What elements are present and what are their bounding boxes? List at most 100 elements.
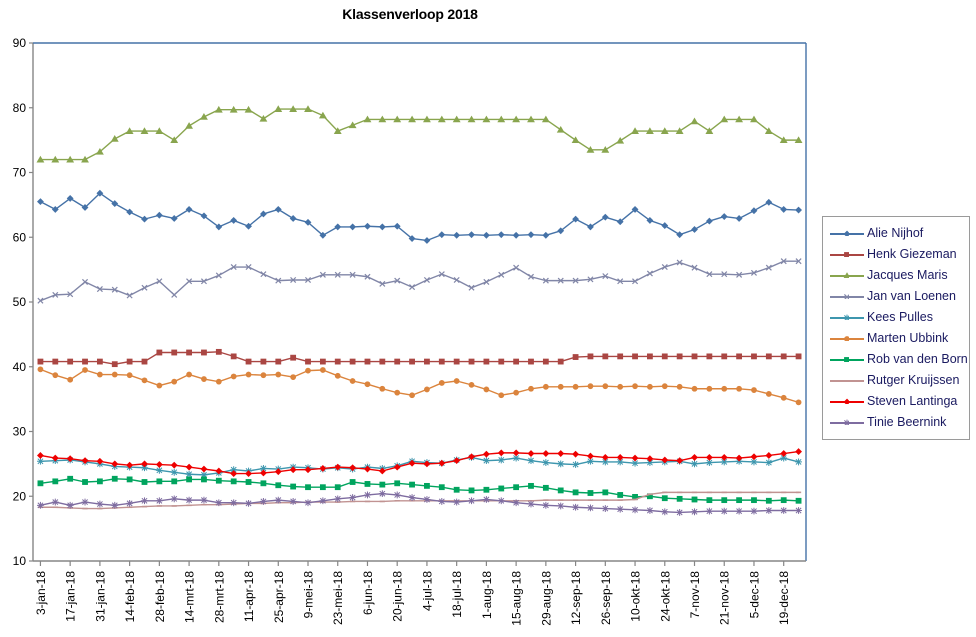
chart-title: Klassenverloop 2018 [342, 6, 478, 22]
data-point-marker [468, 231, 475, 239]
data-point-marker [617, 353, 624, 360]
data-point-marker [512, 449, 520, 457]
data-point-marker [274, 468, 282, 476]
series-line [39, 456, 800, 476]
legend-item-henk-giezeman[interactable]: Henk Giezeman [827, 244, 965, 265]
data-point-marker [156, 349, 163, 356]
data-point-marker [289, 466, 297, 474]
data-point-marker [602, 273, 609, 280]
y-axis-tick-label: 70 [13, 166, 27, 180]
data-point-marker [275, 482, 282, 489]
data-point-marker [364, 222, 371, 230]
data-point-marker [66, 455, 74, 463]
data-point-marker [646, 216, 654, 224]
data-point-marker [706, 353, 713, 360]
data-point-marker [394, 277, 401, 284]
data-point-marker [557, 487, 564, 494]
data-point-marker [155, 466, 163, 474]
data-point-marker [720, 115, 729, 123]
data-point-marker [646, 270, 653, 277]
y-axis-tick-label: 60 [13, 230, 27, 244]
data-point-marker [438, 498, 446, 505]
legend-item-label: Rob van den Born [867, 352, 968, 366]
data-point-marker [140, 127, 149, 134]
data-point-marker [586, 146, 595, 153]
data-point-marker [334, 495, 342, 503]
data-point-marker [305, 367, 311, 374]
data-point-marker [601, 505, 609, 512]
data-point-marker [572, 354, 579, 360]
data-point-marker [378, 467, 386, 475]
data-point-marker [201, 349, 207, 356]
data-point-marker [676, 231, 684, 239]
y-axis-tick-label: 90 [13, 36, 27, 50]
data-point-marker [527, 457, 535, 465]
legend-item-jan-van-loenen[interactable]: Jan van Loenen [827, 286, 965, 307]
data-point-marker [765, 452, 773, 459]
data-point-marker [171, 378, 178, 385]
data-point-marker [96, 478, 103, 485]
data-point-marker [795, 497, 802, 504]
data-point-marker [215, 272, 222, 279]
legend-item-jacques-maris[interactable]: Jacques Maris [827, 265, 965, 286]
data-point-marker [245, 499, 252, 507]
data-point-marker [468, 487, 475, 494]
data-point-marker [126, 208, 134, 216]
data-point-marker [482, 115, 491, 123]
data-point-marker [676, 495, 683, 502]
data-point-marker [141, 358, 148, 365]
data-point-marker [843, 419, 849, 425]
x-axis-tick-label: 1-aug-18 [480, 571, 494, 619]
data-point-marker [214, 105, 223, 113]
data-point-marker [795, 206, 802, 214]
legend-item-tinie-beernink[interactable]: Tinie Beernink [827, 412, 965, 433]
data-point-marker [37, 501, 44, 509]
series-line [39, 491, 800, 510]
data-point-marker [691, 508, 698, 516]
legend-item-steven-lantinga[interactable]: Steven Lantinga [827, 391, 965, 412]
data-point-marker [66, 501, 74, 509]
data-point-marker [601, 453, 609, 461]
data-point-marker [720, 453, 728, 461]
data-point-marker [110, 135, 119, 142]
data-point-marker [705, 459, 713, 466]
data-point-marker [260, 480, 267, 487]
data-point-marker [244, 105, 253, 113]
legend-item-rob-van-den-born[interactable]: Rob van den Born [827, 349, 968, 370]
data-point-marker [171, 478, 178, 485]
data-point-marker [379, 358, 386, 365]
data-point-marker [631, 454, 639, 462]
data-point-marker [186, 278, 193, 285]
x-axis-tick-label: 10-okt-18 [629, 571, 643, 622]
series-alie-nijhof [37, 189, 802, 244]
data-point-marker [527, 115, 535, 123]
y-axis-tick-label: 50 [13, 295, 27, 309]
legend-item-marten-ubbink[interactable]: Marten Ubbink [827, 328, 965, 349]
data-point-marker [185, 463, 193, 471]
data-point-marker [423, 496, 431, 503]
data-point-marker [691, 353, 698, 360]
data-point-marker [556, 125, 565, 133]
series-line [39, 108, 800, 161]
data-point-marker [765, 391, 772, 397]
legend-item-alie-nijhof[interactable]: Alie Nijhof [827, 223, 965, 244]
x-axis-tick-label: 18-jul-18 [450, 571, 464, 618]
data-point-marker [617, 278, 624, 285]
data-point-marker [364, 381, 371, 388]
data-point-marker [200, 471, 208, 479]
data-point-marker [705, 453, 713, 461]
data-point-marker [230, 499, 238, 507]
data-point-marker [795, 399, 802, 406]
legend-item-kees-pulles[interactable]: Kees Pulles [827, 307, 965, 328]
data-point-marker [843, 271, 849, 278]
data-point-marker [379, 481, 386, 488]
legend-item-rutger-kruijssen[interactable]: Rutger Kruijssen [827, 370, 965, 391]
data-point-marker [483, 358, 490, 365]
data-point-marker [393, 491, 401, 499]
data-point-marker [720, 507, 728, 515]
data-point-marker [617, 383, 624, 390]
data-point-marker [111, 460, 119, 468]
data-point-marker [572, 383, 579, 390]
data-point-marker [572, 450, 580, 458]
data-point-marker [379, 280, 386, 287]
